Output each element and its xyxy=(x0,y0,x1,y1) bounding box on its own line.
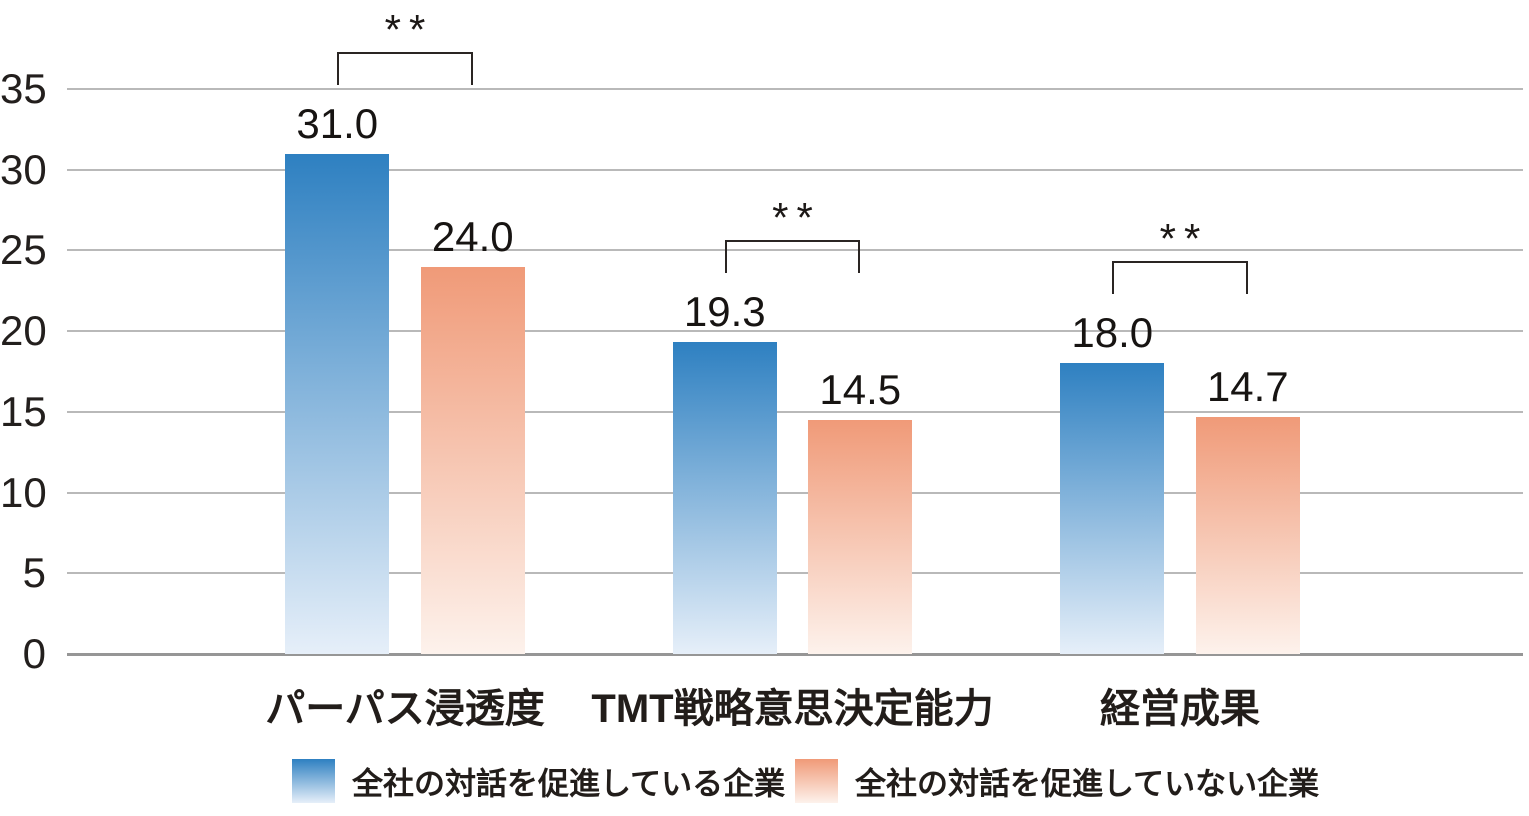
category-label: 経営成果 xyxy=(1100,687,1260,731)
bar-not-promoting xyxy=(1195,416,1300,654)
bar-promoting xyxy=(672,342,777,654)
y-axis-tick-label: 30 xyxy=(0,145,47,193)
bar-value-label: 24.0 xyxy=(431,212,514,260)
gridline-y0 xyxy=(67,653,1523,656)
bar-value-label: 31.0 xyxy=(296,99,379,147)
significance-bracket xyxy=(1112,261,1248,295)
gridline-y20 xyxy=(67,330,1523,333)
significance-bracket xyxy=(337,51,473,85)
bar-value-label: 18.0 xyxy=(1071,309,1154,357)
bar-value-label: 14.7 xyxy=(1206,362,1289,410)
bar-value-label: 14.5 xyxy=(819,365,902,413)
gridline-y5 xyxy=(67,572,1523,575)
significance-stars: ** xyxy=(384,5,434,53)
bar-not-promoting xyxy=(808,419,913,654)
y-axis-tick-label: 25 xyxy=(0,226,47,274)
y-axis-tick-label: 15 xyxy=(0,387,47,435)
gridline-y35 xyxy=(67,88,1523,90)
legend-label: 全社の対話を促進していない企業 xyxy=(855,766,1320,802)
significance-stars: ** xyxy=(772,194,821,242)
y-axis-tick-label: 10 xyxy=(0,468,47,516)
significance-stars: ** xyxy=(1159,215,1209,263)
category-label: TMT戦略意思決定能力 xyxy=(591,687,994,731)
legend-swatch xyxy=(292,759,335,803)
y-axis-tick-label: 5 xyxy=(22,549,46,597)
legend-label: 全社の対話を促進している企業 xyxy=(352,766,786,802)
bar-promoting xyxy=(285,153,390,654)
gridline-y15 xyxy=(67,410,1523,413)
significance-bracket xyxy=(724,240,861,274)
y-axis-tick-label: 35 xyxy=(0,65,47,112)
category-label: パーパス浸透度 xyxy=(265,687,545,731)
gridline-y30 xyxy=(67,168,1523,171)
y-axis-tick-label: 20 xyxy=(0,307,47,355)
gridline-y25 xyxy=(67,249,1523,252)
legend-swatch xyxy=(795,759,838,803)
gridline-y10 xyxy=(67,491,1523,494)
y-axis-tick-label: 0 xyxy=(22,630,46,677)
bar-promoting xyxy=(1060,363,1165,654)
bar-value-label: 19.3 xyxy=(683,288,766,336)
bar-not-promoting xyxy=(420,266,525,654)
